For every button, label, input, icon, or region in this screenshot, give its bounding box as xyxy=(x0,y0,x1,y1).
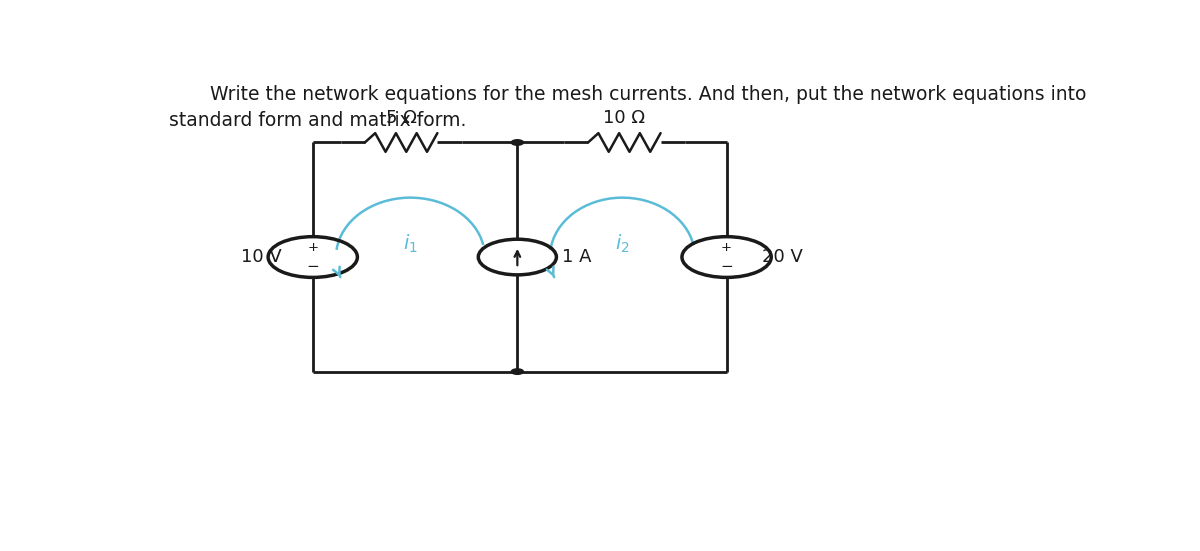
Text: 20 V: 20 V xyxy=(762,248,803,266)
Text: 5 Ω: 5 Ω xyxy=(385,109,416,127)
Text: +: + xyxy=(721,241,732,255)
Text: $i_1$: $i_1$ xyxy=(403,233,418,256)
Text: −: − xyxy=(720,259,733,274)
Circle shape xyxy=(511,140,523,145)
Text: $i_2$: $i_2$ xyxy=(616,233,630,256)
Text: 10 V: 10 V xyxy=(241,248,282,266)
Text: Write the network equations for the mesh currents. And then, put the network equ: Write the network equations for the mesh… xyxy=(210,85,1087,104)
Text: +: + xyxy=(307,241,318,255)
Text: standard form and matrix form.: standard form and matrix form. xyxy=(168,111,466,129)
Text: 10 Ω: 10 Ω xyxy=(604,109,646,127)
Text: 1 A: 1 A xyxy=(562,248,592,266)
Circle shape xyxy=(511,369,523,374)
Text: −: − xyxy=(306,259,319,274)
